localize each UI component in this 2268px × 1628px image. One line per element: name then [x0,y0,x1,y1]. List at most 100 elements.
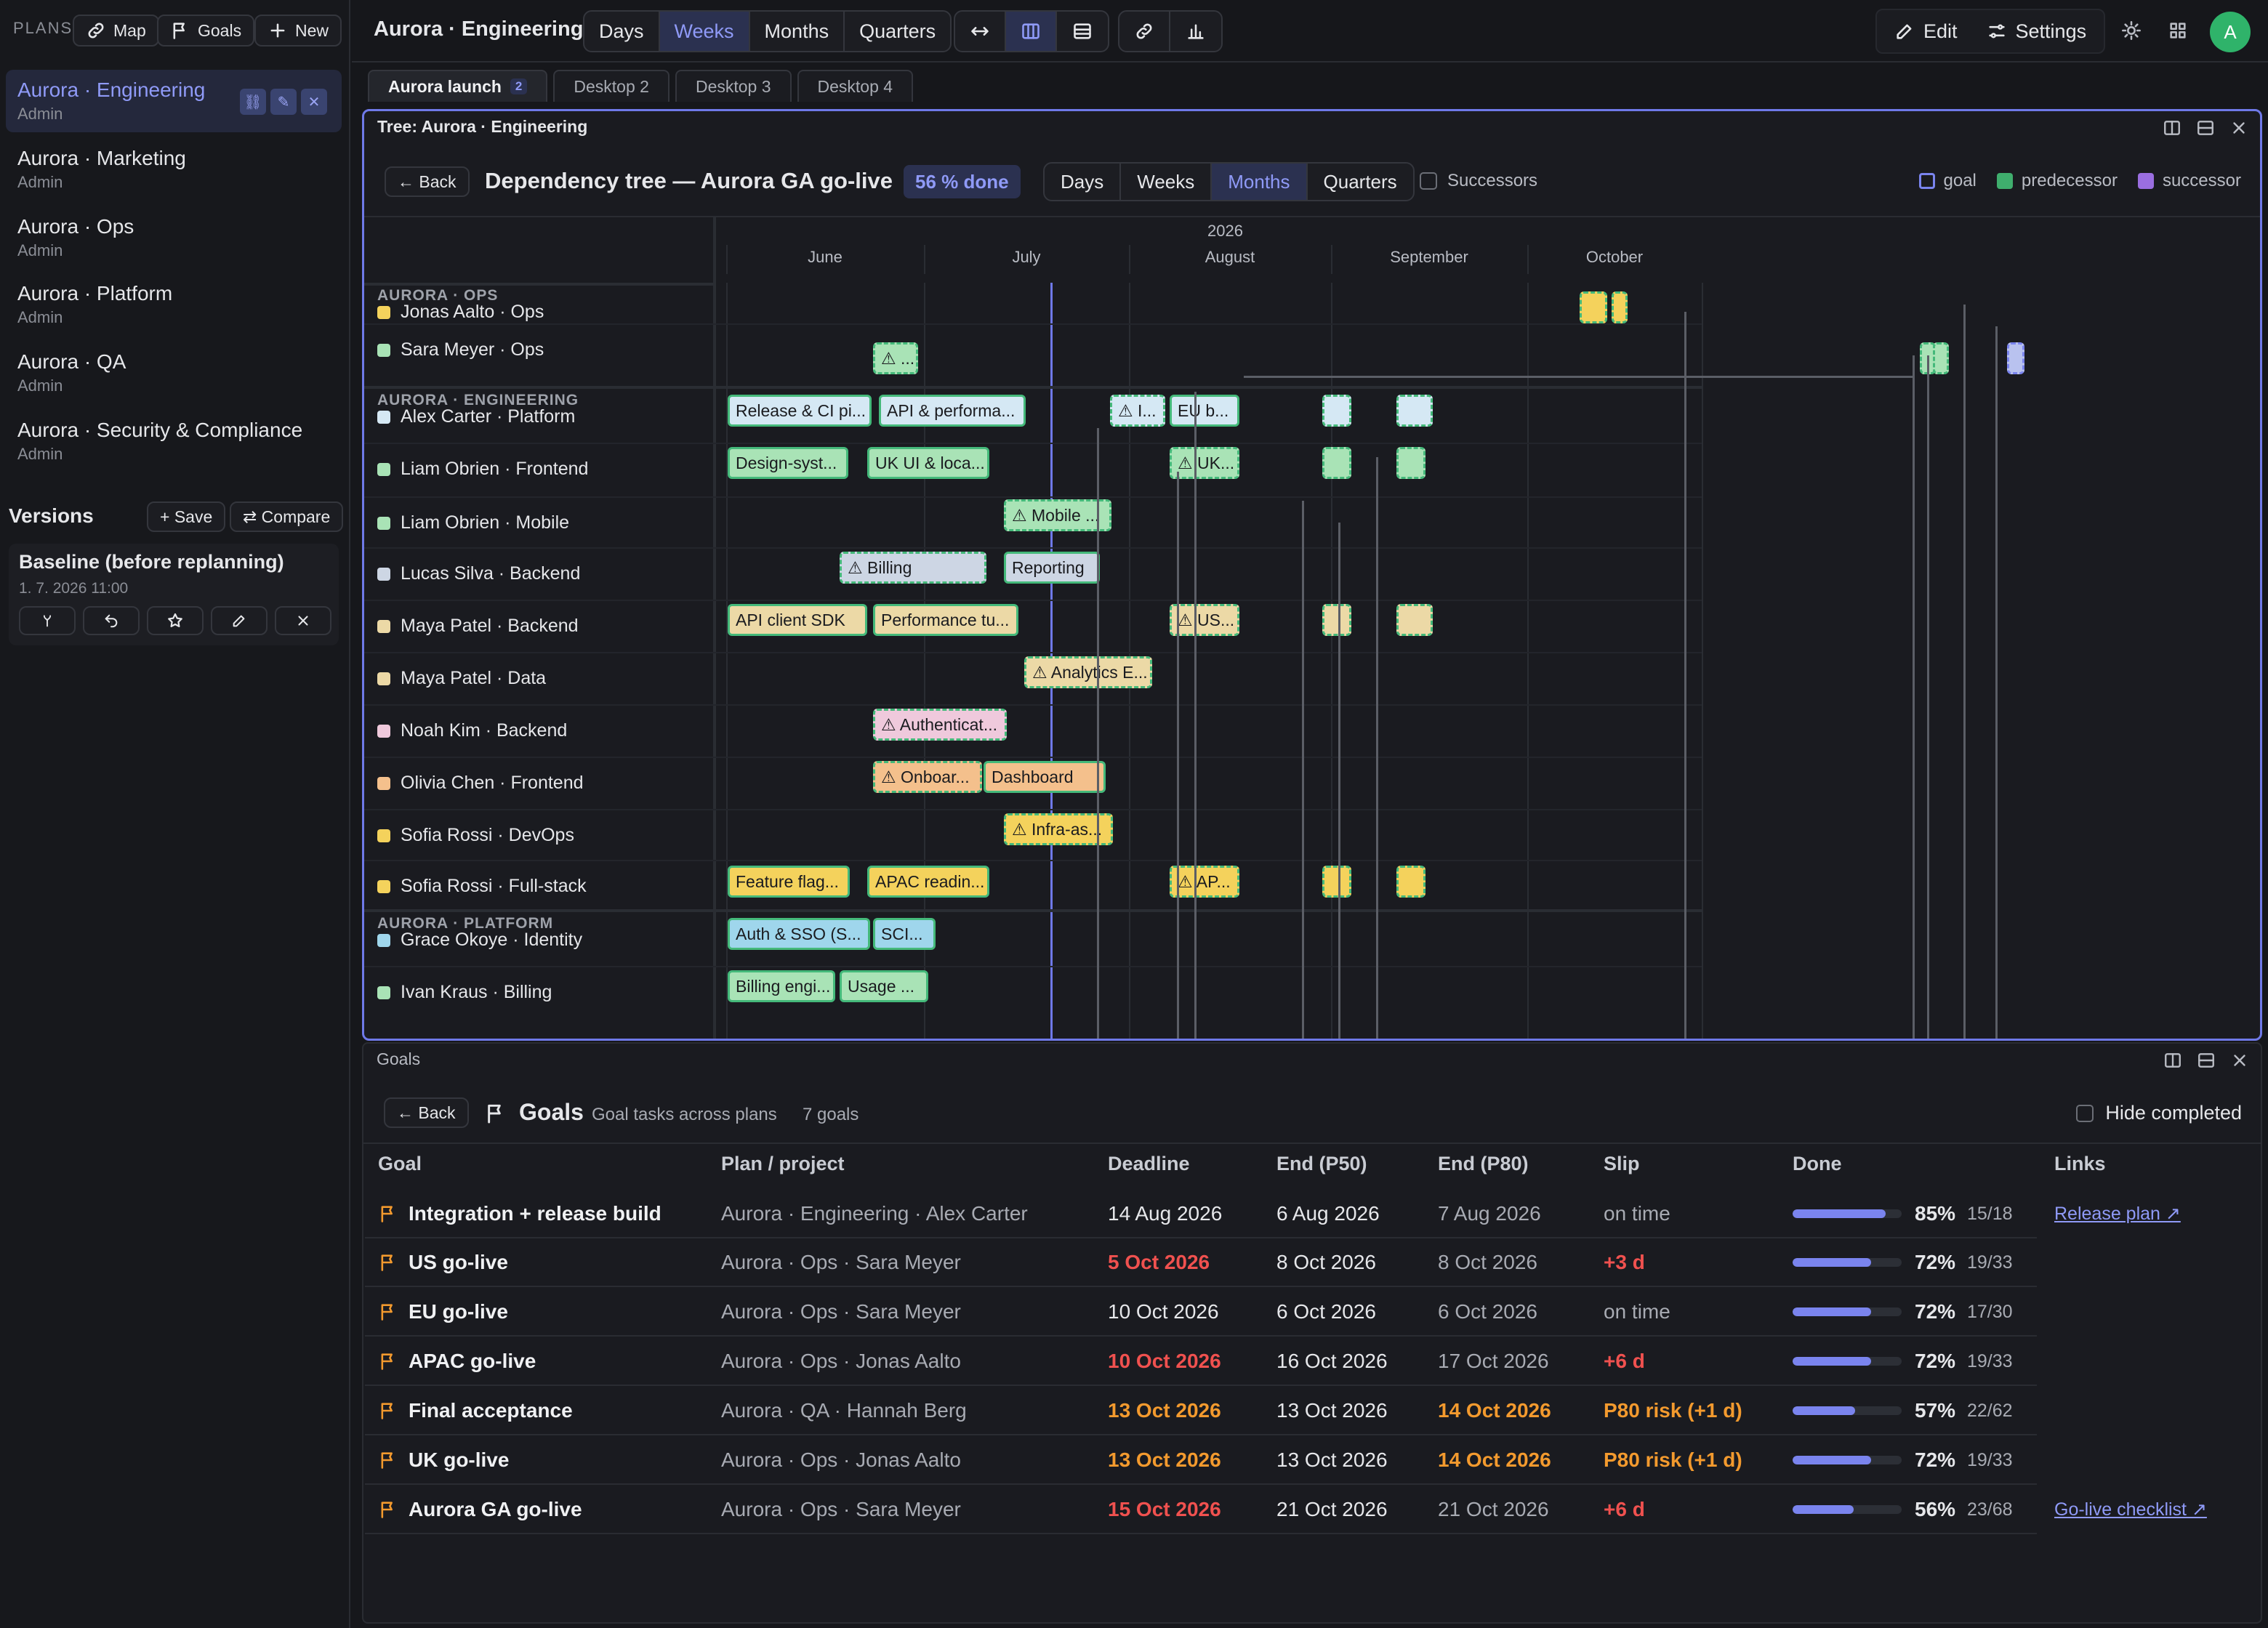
rename-version-button[interactable] [211,606,268,635]
task-bar[interactable]: ⚠ Infra-as... [1004,813,1113,845]
task-bar[interactable]: ⚠ Authenticat... [873,709,1007,741]
plan-item[interactable]: Aurora · Ops Admin [6,206,342,269]
task-bar[interactable] [1322,447,1351,479]
save-version-button[interactable]: + Save [147,501,226,532]
task-bar[interactable] [1612,291,1628,323]
task-bar[interactable]: Auth & SSO (S... [728,918,870,950]
tree-scale-option-months[interactable]: Months [1212,164,1308,200]
split-vertical-button[interactable] [2163,118,2181,137]
task-bar[interactable]: ⚠ Billing [840,552,986,584]
task-bar[interactable]: API & performa... [879,395,1026,427]
baseline-version-card[interactable]: Baseline (before replanning) 1. 7. 2026 … [9,544,339,645]
plan-item[interactable]: Aurora · Platform Admin [6,273,342,336]
goal-row[interactable]: US go-live Aurora · Ops · Sara Meyer 5 Oct… [365,1238,2037,1287]
star-button[interactable] [147,606,204,635]
task-bar[interactable]: Design-syst... [728,447,848,479]
task-bar[interactable] [1396,866,1425,898]
restore-button[interactable] [83,606,140,635]
settings-button[interactable]: Settings [1982,20,2104,43]
remove-plan-button[interactable]: ✕ [301,89,327,115]
resource-row[interactable]: Liam Obrien · Mobile [377,512,569,533]
columns-view-button[interactable] [1006,12,1057,51]
task-bar[interactable]: Dashboard [984,761,1106,793]
tree-scale-option-days[interactable]: Days [1045,164,1122,200]
plan-item[interactable]: Aurora · QA Admin [6,342,342,404]
task-bar[interactable] [1322,395,1351,427]
goal-row[interactable]: APAC go-live Aurora · Ops · Jonas Aalto 10… [365,1337,2037,1386]
split-vertical-button[interactable] [2163,1051,2182,1070]
resource-row[interactable]: Sofia Rossi · Full-stack [377,876,587,897]
task-bar[interactable]: Billing engi... [728,970,835,1002]
resource-row[interactable]: Liam Obrien · Frontend [377,459,588,480]
task-bar[interactable]: Reporting [1004,552,1100,584]
resource-row[interactable]: Grace Okoye · Identity [377,930,582,951]
resource-row[interactable]: Alex Carter · Platform [377,406,575,427]
goal-link[interactable]: Release plan ↗ [2054,1204,2181,1224]
scale-option-weeks[interactable]: Weeks [659,12,750,51]
task-bar[interactable]: ⚠ ... [873,342,918,374]
goal-link[interactable]: Go-live checklist ↗ [2054,1499,2207,1520]
task-bar[interactable]: ⚠ US... [1170,604,1239,636]
delete-version-button[interactable] [275,606,331,635]
desktop-tab[interactable]: Desktop 4 [797,70,914,102]
theme-toggle[interactable] [2121,20,2142,46]
tree-scale-option-quarters[interactable]: Quarters [1323,170,1397,193]
task-bar[interactable] [1396,395,1433,427]
desktop-tab[interactable]: Desktop 3 [675,70,792,102]
task-bar[interactable]: API client SDK [728,604,867,636]
task-bar[interactable]: UK UI & loca... [867,447,989,479]
dependencies-button[interactable] [1119,12,1170,51]
task-bar[interactable]: ⚠ Onboar... [873,761,982,793]
goal-row[interactable]: UK go-live Aurora · Ops · Jonas Aalto 13 O… [365,1435,2037,1485]
task-bar[interactable]: EU b... [1170,395,1239,427]
resource-row[interactable]: Jonas Aalto · Ops [377,302,544,323]
task-bar[interactable] [1396,604,1433,636]
task-bar[interactable]: Feature flag... [728,866,850,898]
goal-row[interactable]: Aurora GA go-live Aurora · Ops · Sara Mey… [365,1485,2207,1534]
resource-row[interactable]: Sara Meyer · Ops [377,339,544,360]
resource-row[interactable]: Maya Patel · Backend [377,616,579,637]
goal-row[interactable]: EU go-live Aurora · Ops · Sara Meyer 10 Oc… [365,1287,2037,1337]
resource-row[interactable]: Noah Kim · Backend [377,720,567,741]
tree-back-button[interactable]: ← Back [385,166,470,197]
hide-completed-checkbox[interactable] [2076,1104,2094,1122]
successors-checkbox[interactable] [1420,172,1437,190]
compare-button[interactable]: ⇄ Compare [230,501,344,532]
edit-button[interactable]: Edit [1877,20,1971,43]
close-panel-button[interactable] [2230,1051,2249,1070]
task-bar[interactable]: APAC readin... [867,866,989,898]
close-panel-button[interactable] [2229,118,2248,137]
task-bar[interactable]: ⚠ AP... [1170,866,1239,898]
goal-row[interactable]: Integration + release build Aurora · Engi… [365,1189,2181,1238]
apps-button[interactable] [2168,20,2188,46]
resource-row[interactable]: Sofia Rossi · DevOps [377,825,574,846]
plan-item[interactable]: Aurora · Engineering Admin ⛓ ✎ ✕ [6,70,342,132]
task-bar[interactable] [1322,604,1351,636]
successors-toggle[interactable]: Successors [1420,171,1537,191]
task-bar[interactable]: ⚠ I... [1110,395,1165,427]
split-horizontal-button[interactable] [2196,118,2215,137]
tree-scale-option-weeks[interactable]: Weeks [1121,164,1213,200]
task-bar[interactable] [1396,447,1425,479]
edit-plan-button[interactable]: ✎ [270,89,297,115]
merge-button[interactable] [19,606,76,635]
scale-option-months[interactable]: Months [750,12,845,51]
task-bar[interactable]: Release & CI pi... [728,395,872,427]
rows-view-button[interactable] [1057,12,1108,51]
plan-item[interactable]: Aurora · Marketing Admin [6,138,342,201]
resource-row[interactable]: Maya Patel · Data [377,668,546,689]
task-bar[interactable]: ⚠ Analytics E... [1024,656,1152,688]
new-plan-button[interactable]: New [254,15,342,47]
avatar[interactable]: A [2210,12,2251,52]
hide-completed-toggle[interactable]: Hide completed [2076,1102,2242,1124]
fit-width-button[interactable] [955,12,1006,51]
scale-option-quarters[interactable]: Quarters [859,20,936,42]
resource-row[interactable]: Olivia Chen · Frontend [377,773,584,794]
stats-button[interactable] [1170,12,1221,51]
goal-row[interactable]: Final acceptance Aurora · QA · Hannah Ber… [365,1386,2037,1435]
goals-back-button[interactable]: ← Back [384,1097,469,1128]
map-button[interactable]: Map [73,15,159,47]
task-bar[interactable]: ⚠ UK... [1170,447,1239,479]
task-bar[interactable]: ⚠ Mobile ... [1004,499,1111,531]
desktop-tab[interactable]: Aurora launch 2 [368,70,548,102]
